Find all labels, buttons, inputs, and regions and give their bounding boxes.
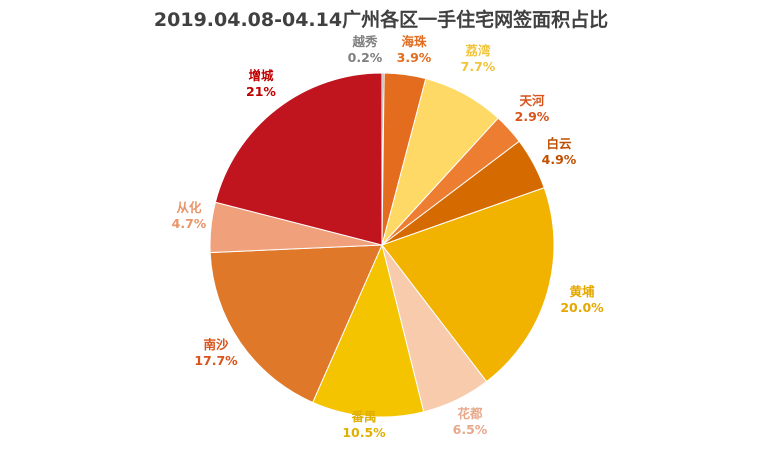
slice-value-label: 4.9% xyxy=(542,152,577,167)
slice-value-label: 7.7% xyxy=(461,59,496,74)
chart-title: 2019.04.08-04.14广州各区一手住宅网签面积占比 xyxy=(154,8,608,31)
slice-name-label: 增城 xyxy=(248,68,274,83)
slice-name-label: 白云 xyxy=(546,136,572,151)
pie-slice-11 xyxy=(214,72,383,246)
slice-name-label: 南沙 xyxy=(203,337,229,352)
pie-slice-6 xyxy=(381,187,555,383)
slice-value-label: 6.5% xyxy=(453,422,488,437)
slice-name-label: 从化 xyxy=(176,200,202,215)
slice-value-label: 2.9% xyxy=(515,109,550,124)
slice-name-label: 番禺 xyxy=(350,409,376,424)
slice-name-label: 天河 xyxy=(519,93,545,108)
slice-value-label: 20.0% xyxy=(560,300,604,315)
slice-value-label: 21% xyxy=(246,84,276,99)
slice-value-label: 17.7% xyxy=(194,353,238,368)
slice-name-label: 花都 xyxy=(457,406,483,421)
slice-name-label: 海珠 xyxy=(401,34,427,49)
slice-value-label: 3.9% xyxy=(397,50,432,65)
pie-slice-9 xyxy=(209,244,383,404)
slice-name-label: 越秀 xyxy=(351,34,378,49)
slice-value-label: 0.2% xyxy=(348,50,383,65)
slice-name-label: 黄埔 xyxy=(569,284,595,299)
pie-slice-8 xyxy=(312,243,425,418)
slice-value-label: 4.7% xyxy=(172,216,207,231)
slice-name-label: 荔湾 xyxy=(464,43,491,58)
slice-value-label: 10.5% xyxy=(342,425,386,440)
slices-layer xyxy=(209,72,555,418)
